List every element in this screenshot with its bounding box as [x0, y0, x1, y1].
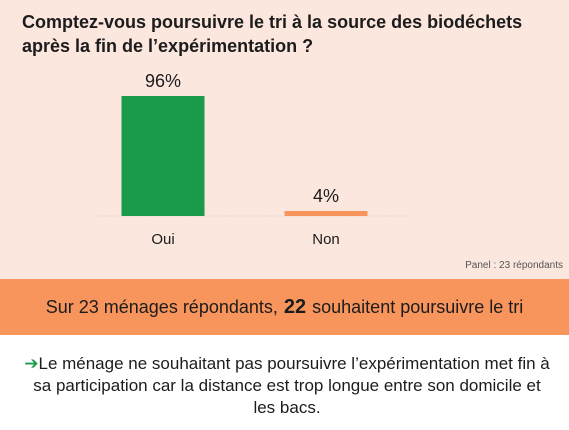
bar-chart: 96% Oui 4% Non	[94, 71, 408, 248]
chart-question: Comptez-vous poursuivre le tri à la sour…	[22, 12, 523, 56]
arrow-icon: ➔	[24, 354, 39, 373]
footnote-text: Le ménage ne souhaitant pas poursuivre l…	[33, 354, 550, 417]
banner-suffix: souhaitent poursuivre le tri	[312, 296, 524, 317]
banner-number: 22	[283, 295, 307, 318]
footnote: ➔Le ménage ne souhaitant pas poursuivre …	[22, 353, 552, 419]
data-label-oui: 96%	[145, 71, 181, 91]
category-label-oui: Oui	[151, 231, 174, 248]
bar-oui	[121, 96, 205, 216]
data-label-non: 4%	[313, 186, 339, 206]
chart-panel	[0, 0, 569, 279]
bar-non	[284, 211, 368, 216]
respondents-note: Panel : 23 répondants	[465, 260, 563, 271]
summary-banner: Sur 23 ménages répondants, 22 souhaitent…	[0, 279, 569, 335]
banner-prefix: Sur 23 ménages répondants,	[45, 296, 278, 317]
category-label-non: Non	[312, 231, 340, 248]
